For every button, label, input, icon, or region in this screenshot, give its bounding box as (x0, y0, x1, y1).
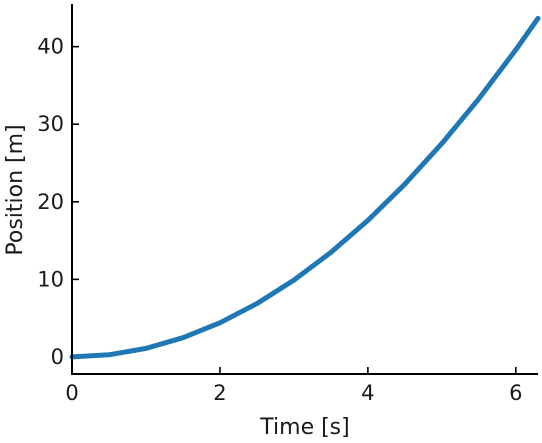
y-tick-label: 10 (37, 267, 64, 291)
ticks-group: 0 2 4 6 0 10 20 30 40 (37, 35, 522, 405)
x-tick-label: 4 (361, 381, 374, 405)
x-tick-label: 2 (213, 381, 226, 405)
series-line (69, 15, 541, 360)
x-axis-label: Time [s] (259, 415, 349, 440)
series-group (69, 15, 541, 360)
y-tick-label: 40 (37, 35, 64, 59)
y-tick-label: 30 (37, 112, 64, 136)
axes-frame (71, 4, 538, 375)
y-tick-label: 0 (51, 345, 64, 369)
y-tick-label: 20 (37, 190, 64, 214)
x-tick-label: 6 (509, 381, 522, 405)
y-axis-label: Position [m] (3, 124, 28, 255)
x-tick-label: 0 (65, 381, 78, 405)
